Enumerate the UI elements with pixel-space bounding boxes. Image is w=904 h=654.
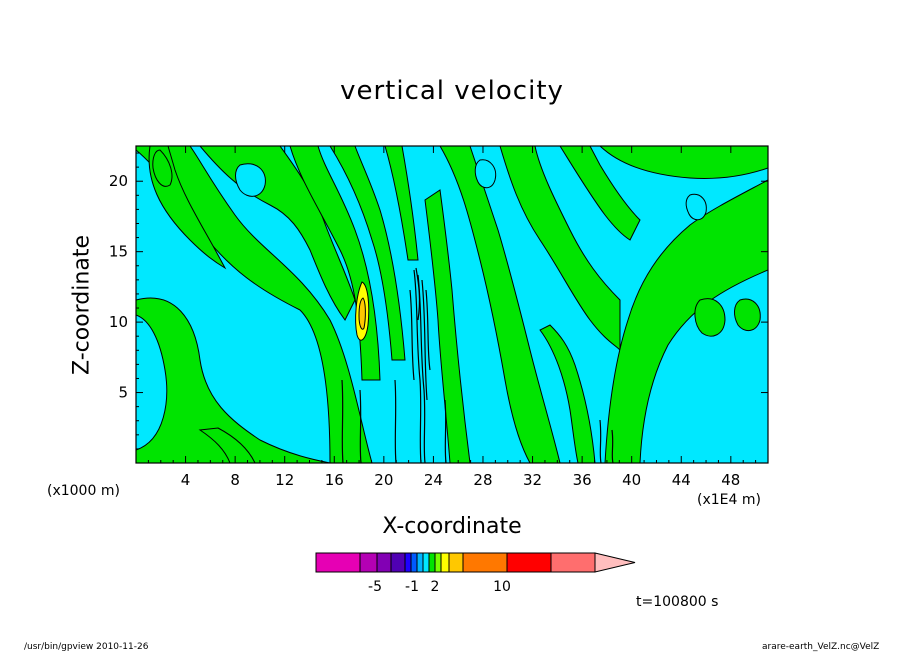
colorbar: -5 -1 2 10 bbox=[315, 552, 636, 595]
x-tick-label: 32 bbox=[523, 471, 542, 489]
y-tick-label: 15 bbox=[109, 243, 128, 261]
footer-left: /usr/bin/gpview 2010-11-26 bbox=[24, 642, 149, 652]
contour-line bbox=[409, 289, 415, 381]
colorbar-segment bbox=[359, 552, 378, 573]
plot-frame bbox=[135, 145, 769, 464]
contour-region bbox=[439, 146, 561, 463]
colorbar-segment bbox=[390, 552, 406, 573]
contour-region bbox=[599, 146, 768, 179]
colorbar-segment bbox=[550, 552, 596, 573]
contour-region bbox=[384, 146, 419, 261]
x-axis-label: X-coordinate bbox=[382, 514, 522, 539]
colorbar-segment bbox=[410, 552, 418, 573]
colorbar-segment bbox=[404, 552, 412, 573]
y-tick-label: 10 bbox=[109, 313, 128, 331]
x-tick-label: 24 bbox=[424, 471, 443, 489]
time-label: t=100800 s bbox=[636, 594, 719, 610]
contour-high bbox=[358, 297, 366, 330]
contour-line bbox=[444, 399, 447, 463]
colorbar-segment bbox=[440, 552, 450, 573]
x-tick-label: 40 bbox=[622, 471, 641, 489]
contour-negative-regions bbox=[235, 159, 707, 221]
contour-line bbox=[415, 267, 421, 321]
contour-high-region bbox=[355, 281, 370, 341]
x-tick-label: 4 bbox=[181, 471, 191, 489]
contour-line bbox=[611, 429, 614, 463]
contour-region bbox=[289, 146, 381, 381]
footer-right: arare-earth_VelZ.nc@VelZ bbox=[762, 642, 880, 652]
contour-region bbox=[136, 297, 331, 463]
contour-line bbox=[413, 269, 422, 463]
plot-area bbox=[136, 146, 768, 463]
colorbar-segment bbox=[315, 552, 361, 573]
contour-region bbox=[152, 149, 173, 187]
x-tick-label: 36 bbox=[573, 471, 592, 489]
colorbar-segment bbox=[462, 552, 508, 573]
x-tick-label: 20 bbox=[374, 471, 393, 489]
colorbar-label: -1 bbox=[405, 579, 419, 595]
contour-region bbox=[198, 427, 256, 463]
x-tick-label: 28 bbox=[473, 471, 492, 489]
contour-hole bbox=[685, 193, 707, 221]
contour-region bbox=[734, 298, 761, 332]
contour-line bbox=[341, 379, 344, 463]
colorbar-segment bbox=[448, 552, 464, 573]
contour-region bbox=[559, 146, 641, 241]
colorbar-segment bbox=[422, 552, 430, 573]
y-tick-label: 20 bbox=[109, 172, 128, 190]
contour-region bbox=[499, 146, 621, 352]
colorbar-arrow bbox=[594, 552, 636, 573]
colorbar-segment bbox=[376, 552, 392, 573]
x-tick-label: 44 bbox=[672, 471, 691, 489]
chart-title: vertical velocity bbox=[340, 76, 564, 106]
x-tick-label: 48 bbox=[721, 471, 740, 489]
colorbar-label: 2 bbox=[431, 579, 440, 595]
contour-positive-regions bbox=[136, 146, 768, 463]
contour-line bbox=[359, 389, 362, 463]
x-tick-label: 12 bbox=[275, 471, 294, 489]
contour-hole bbox=[235, 163, 266, 197]
x-tick-label: 8 bbox=[230, 471, 240, 489]
contour-hole bbox=[474, 159, 497, 189]
x-tick-label: 16 bbox=[325, 471, 344, 489]
contour-line bbox=[425, 289, 431, 371]
contour-region bbox=[329, 146, 406, 361]
contour-line bbox=[599, 419, 602, 463]
y-tick-label: 5 bbox=[118, 384, 128, 402]
colorbar-label: -5 bbox=[368, 579, 382, 595]
contour-region bbox=[694, 298, 726, 337]
contour-line-cluster bbox=[341, 267, 614, 463]
colorbar-label: 10 bbox=[493, 579, 511, 595]
contour-region bbox=[604, 179, 768, 463]
contour-line bbox=[417, 274, 426, 463]
colorbar-segment bbox=[434, 552, 442, 573]
contour-line bbox=[394, 379, 397, 463]
colorbar-segment bbox=[428, 552, 436, 573]
x-unit-label: (x1000 m) bbox=[47, 483, 120, 499]
colorbar-segment bbox=[416, 552, 424, 573]
y-unit-label: (x1E4 m) bbox=[697, 492, 761, 508]
contour-line bbox=[421, 279, 428, 401]
colorbar-segment bbox=[506, 552, 552, 573]
